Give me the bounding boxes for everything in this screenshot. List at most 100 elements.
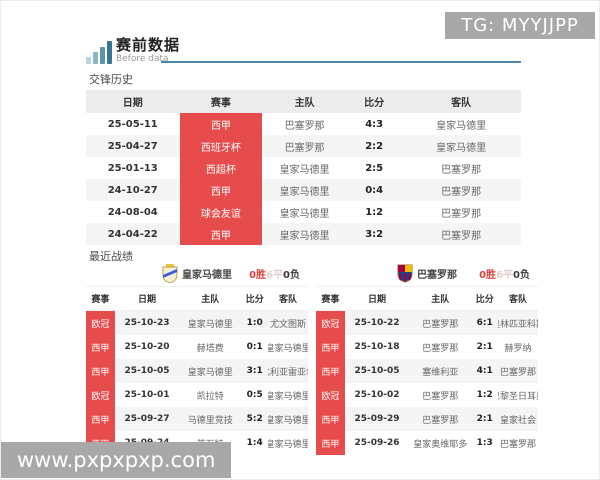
record-draws: 6平 <box>496 270 514 281</box>
cell-date: 25-10-02 <box>354 390 400 400</box>
cell-comp: 西甲 <box>316 407 345 431</box>
cell-date: 25-10-18 <box>354 342 400 352</box>
cell-home: 皇家马德里 <box>279 230 330 242</box>
cell-comp: 西甲 <box>86 335 115 359</box>
cell-date: 24-10-27 <box>107 184 158 196</box>
table-row: 西甲 25-10-05 塞维利亚 4:1 巴塞罗那 <box>316 359 538 383</box>
cell-score: 4:1 <box>476 366 493 376</box>
cell-home: 马德里竞技 <box>187 415 233 426</box>
cell-date: 25-09-26 <box>354 438 400 448</box>
team-record: 0胜6平0负 <box>479 266 530 281</box>
column-header: 比分 <box>364 98 385 109</box>
cell-date: 25-10-22 <box>354 318 400 328</box>
cell-away: 皇家马德里 <box>268 415 308 426</box>
record-losses: 0负 <box>513 270 530 281</box>
cell-score: 5:2 <box>246 414 263 424</box>
cell-comp: 西甲 <box>179 179 263 201</box>
site-logo: 赛前数据 Before data <box>86 38 180 64</box>
cell-home: 皇家马德里 <box>279 208 330 220</box>
cell-home: 皇家马德里 <box>279 186 330 198</box>
column-header: 客队 <box>278 295 297 305</box>
cell-score: 4:3 <box>365 118 384 130</box>
cell-score: 2:1 <box>476 342 493 352</box>
cell-home: 巴塞罗那 <box>422 391 459 402</box>
cell-comp: 西甲 <box>316 431 345 455</box>
section-title-recent: 最近战绩 <box>89 250 133 263</box>
cell-away: 巴塞罗那 <box>441 230 482 242</box>
column-header: 主队 <box>294 98 315 109</box>
cell-comp: 欧冠 <box>86 383 115 407</box>
head-to-head-table: 日期 赛事 主队 比分 客队 25-05-11 西甲 巴塞罗那 4:3 皇家马德里 25-04-27… <box>86 90 521 245</box>
cell-away: 巴塞罗那 <box>441 164 482 176</box>
cell-comp: 西甲 <box>316 335 345 359</box>
cell-comp: 欧冠 <box>316 311 345 335</box>
column-header: 日期 <box>122 98 143 109</box>
table-row: 西甲 25-09-27 马德里竞技 5:2 皇家马德里 <box>86 407 308 431</box>
cell-away: 尤文图斯 <box>269 319 306 330</box>
cell-comp: 西甲 <box>86 359 115 383</box>
cell-score: 1:3 <box>476 438 493 448</box>
cell-comp: 西甲 <box>86 407 115 431</box>
cell-comp: 球会友谊 <box>179 201 263 223</box>
cell-date: 25-05-11 <box>107 118 158 130</box>
cell-score: 1:2 <box>476 390 493 400</box>
table-row: 欧冠 25-10-01 凯拉特 0:5 皇家马德里 <box>86 383 308 407</box>
column-header: 客队 <box>451 98 472 109</box>
table-row: 25-04-27 西班牙杯 巴塞罗那 2:2 皇家马德里 <box>86 135 521 157</box>
recent-panel-real-madrid: 皇家马德里 0胜6平0负 赛事 日期 主队 比分 客队 欧冠 25-10-23 皇家马德里 1:… <box>86 260 308 455</box>
cell-away: 巴塞罗那 <box>499 367 536 378</box>
column-header: 赛事 <box>210 98 231 109</box>
recent-results-table: 赛事 日期 主队 比分 客队 欧冠 25-10-23 皇家马德里 1:0 尤文图斯 西甲 25-10-… <box>86 287 308 455</box>
cell-score: 0:4 <box>365 184 384 196</box>
cell-score: 0:5 <box>246 390 263 400</box>
table-row: 西甲 25-09-29 巴塞罗那 2:1 皇家社会 <box>316 407 538 431</box>
table-header-row: 赛事 日期 主队 比分 客队 <box>316 287 538 311</box>
cell-date: 25-10-23 <box>124 318 170 328</box>
column-header: 主队 <box>201 295 220 305</box>
cell-score: 6:1 <box>476 318 493 328</box>
cell-date: 25-10-05 <box>124 366 170 376</box>
column-header: 主队 <box>431 295 450 305</box>
table-row: 欧冠 25-10-02 巴塞罗那 1:2 巴黎圣日耳曼 <box>316 383 538 407</box>
cell-score: 1:2 <box>365 206 384 218</box>
cell-home: 皇家马德里 <box>279 164 330 176</box>
column-header: 比分 <box>245 295 264 305</box>
cell-away: 巴塞罗那 <box>441 186 482 198</box>
table-header-row: 日期 赛事 主队 比分 客队 <box>86 90 521 113</box>
cell-score: 3:1 <box>246 366 263 376</box>
table-header-row: 赛事 日期 主队 比分 客队 <box>86 287 308 311</box>
cell-away: 巴塞罗那 <box>441 208 482 220</box>
cell-comp: 西班牙杯 <box>179 135 263 157</box>
cell-comp: 欧冠 <box>316 383 345 407</box>
cell-away: 皇家社会 <box>499 415 536 426</box>
cell-date: 25-10-01 <box>124 390 170 400</box>
table-row: 欧冠 25-10-23 皇家马德里 1:0 尤文图斯 <box>86 311 308 335</box>
cell-date: 25-09-27 <box>124 414 170 424</box>
logo-subtitle: Before data <box>116 54 169 64</box>
table-row: 25-01-13 西超杯 皇家马德里 2:5 巴塞罗那 <box>86 157 521 179</box>
cell-away: 赫罗纳 <box>504 343 532 354</box>
cell-away: 奥林匹亚科斯 <box>498 319 538 330</box>
cell-score: 1:0 <box>246 318 263 328</box>
logo-text: 赛前数据 Before data <box>116 38 180 64</box>
real-madrid-crest-icon <box>162 263 178 283</box>
column-header: 赛事 <box>91 295 110 305</box>
section-title-h2h: 交锋历史 <box>89 73 133 86</box>
table-row: 西甲 25-09-26 皇家奥维耶多 1:3 巴塞罗那 <box>316 431 538 455</box>
record-wins: 0胜 <box>479 270 497 281</box>
cell-home: 凯拉特 <box>196 391 224 402</box>
cell-home: 巴塞罗那 <box>422 343 459 354</box>
cell-date: 25-04-27 <box>107 140 158 152</box>
table-row: 25-05-11 西甲 巴塞罗那 4:3 皇家马德里 <box>86 113 521 135</box>
cell-home: 赫塔费 <box>196 343 224 354</box>
cell-score: 1:4 <box>246 438 263 448</box>
cell-away: 皇家马德里 <box>268 439 308 450</box>
team-header: 皇家马德里 0胜6平0负 <box>86 260 308 287</box>
cell-home: 巴塞罗那 <box>422 319 459 330</box>
table-row: 西甲 25-10-18 巴塞罗那 2:1 赫罗纳 <box>316 335 538 359</box>
record-draws: 6平 <box>266 270 284 281</box>
column-header: 赛事 <box>321 295 340 305</box>
logo-title: 赛前数据 <box>116 36 181 54</box>
column-header: 比分 <box>475 295 494 305</box>
